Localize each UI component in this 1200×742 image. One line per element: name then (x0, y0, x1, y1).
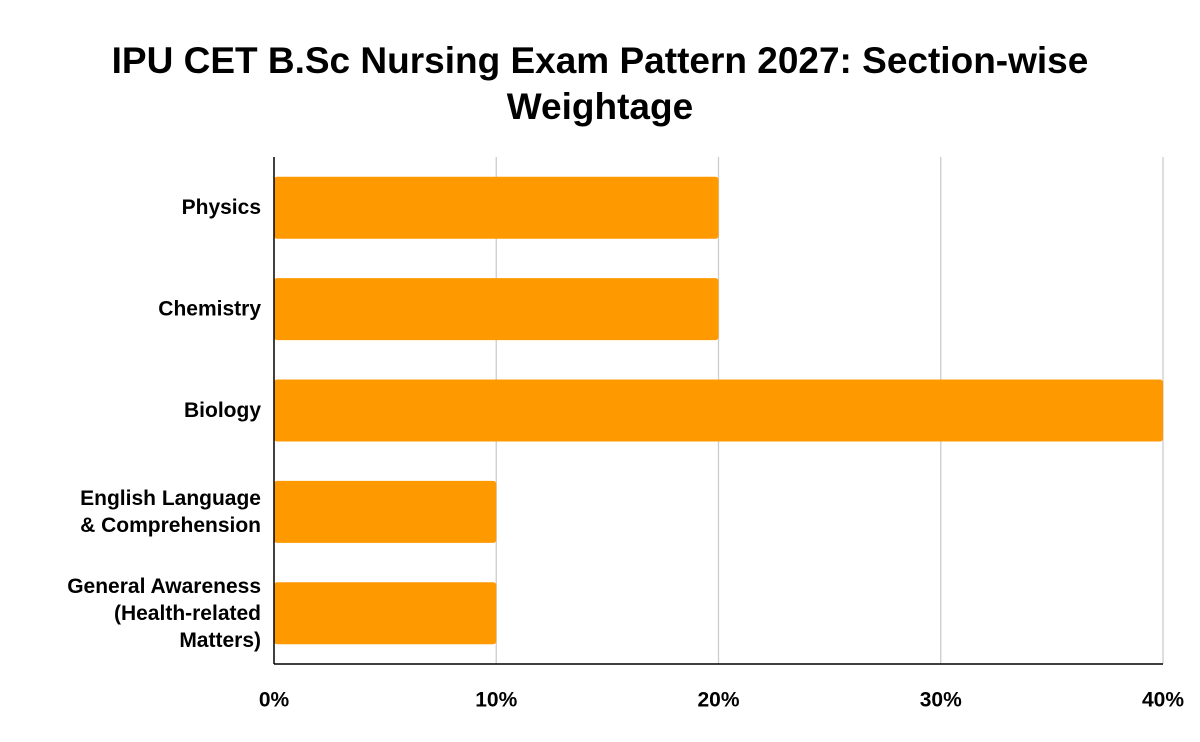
bar (274, 176, 719, 239)
category-label: & Comprehension (80, 514, 261, 537)
axes (273, 157, 1163, 665)
x-tick-label: 40% (1142, 689, 1184, 712)
category-label: Physics (182, 196, 261, 219)
category-label: (Health-related (114, 602, 261, 625)
bar (274, 480, 497, 543)
category-label: English Language (80, 487, 261, 510)
x-tick-label: 10% (475, 689, 517, 712)
category-label: Biology (184, 399, 261, 422)
category-labels: Physics Chemistry Biology English Language &… (67, 196, 261, 652)
chart-title: IPU CET B.Sc Nursing Exam Pattern 2027: … (0, 38, 1200, 130)
category-label: Chemistry (158, 298, 261, 321)
x-tick-label: 0% (259, 689, 290, 712)
bars (274, 176, 1163, 645)
x-tick-label: 30% (920, 689, 962, 712)
tick-labels: 0% 10% 20% 30% 40% (259, 689, 1185, 712)
x-tick-label: 20% (697, 689, 739, 712)
bar (274, 582, 497, 645)
category-label: Matters) (179, 629, 261, 652)
bar (274, 278, 719, 341)
bar (274, 379, 1163, 442)
chart-title-line-1: IPU CET B.Sc Nursing Exam Pattern 2027: … (111, 40, 1089, 81)
category-label: General Awareness (67, 575, 261, 598)
chart-title-line-2: Weightage (506, 86, 694, 127)
